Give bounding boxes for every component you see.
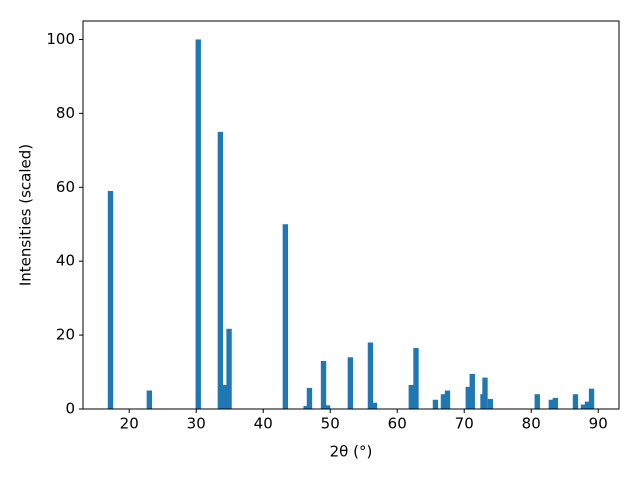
bar [444, 390, 451, 409]
x-axis-label: 2θ (°) [330, 443, 373, 461]
bar [195, 39, 201, 409]
x-tick-label: 30 [187, 415, 206, 433]
bar [408, 384, 414, 409]
bar [320, 360, 327, 409]
bar [487, 399, 494, 409]
bar [347, 357, 354, 409]
y-tick-label: 100 [46, 30, 75, 48]
plot-frame [82, 20, 620, 410]
bar [367, 342, 374, 409]
bar [306, 387, 313, 409]
y-axis-label: Intensities (scaled) [17, 144, 35, 286]
x-tick-label: 40 [254, 415, 273, 433]
bar [222, 384, 228, 409]
bar [432, 399, 439, 409]
x-tick-label: 20 [120, 415, 139, 433]
bar [146, 390, 153, 409]
x-tick-label: 50 [321, 415, 340, 433]
bar [413, 348, 419, 409]
bar [217, 131, 224, 409]
bar [580, 404, 587, 409]
bar [107, 190, 114, 409]
bar [584, 401, 591, 409]
bar [282, 224, 289, 409]
bar [440, 394, 447, 409]
bar [572, 394, 579, 409]
bar [465, 386, 471, 409]
bar [226, 328, 232, 409]
bar [371, 402, 378, 409]
y-tick-label: 40 [56, 252, 75, 270]
bar [548, 399, 555, 409]
bar [552, 397, 559, 409]
bar [303, 406, 309, 409]
bar [482, 377, 488, 409]
x-tick-label: 80 [522, 415, 541, 433]
bar [324, 405, 331, 409]
bar [534, 394, 540, 409]
y-tick-label: 0 [65, 400, 75, 418]
bar [469, 373, 475, 409]
x-tick-label: 60 [388, 415, 407, 433]
x-tick-label: 90 [589, 415, 608, 433]
y-tick-label: 60 [56, 178, 75, 196]
x-tick-label: 70 [455, 415, 474, 433]
y-tick-label: 80 [56, 104, 75, 122]
bar [588, 388, 595, 409]
y-tick-label: 20 [56, 326, 75, 344]
